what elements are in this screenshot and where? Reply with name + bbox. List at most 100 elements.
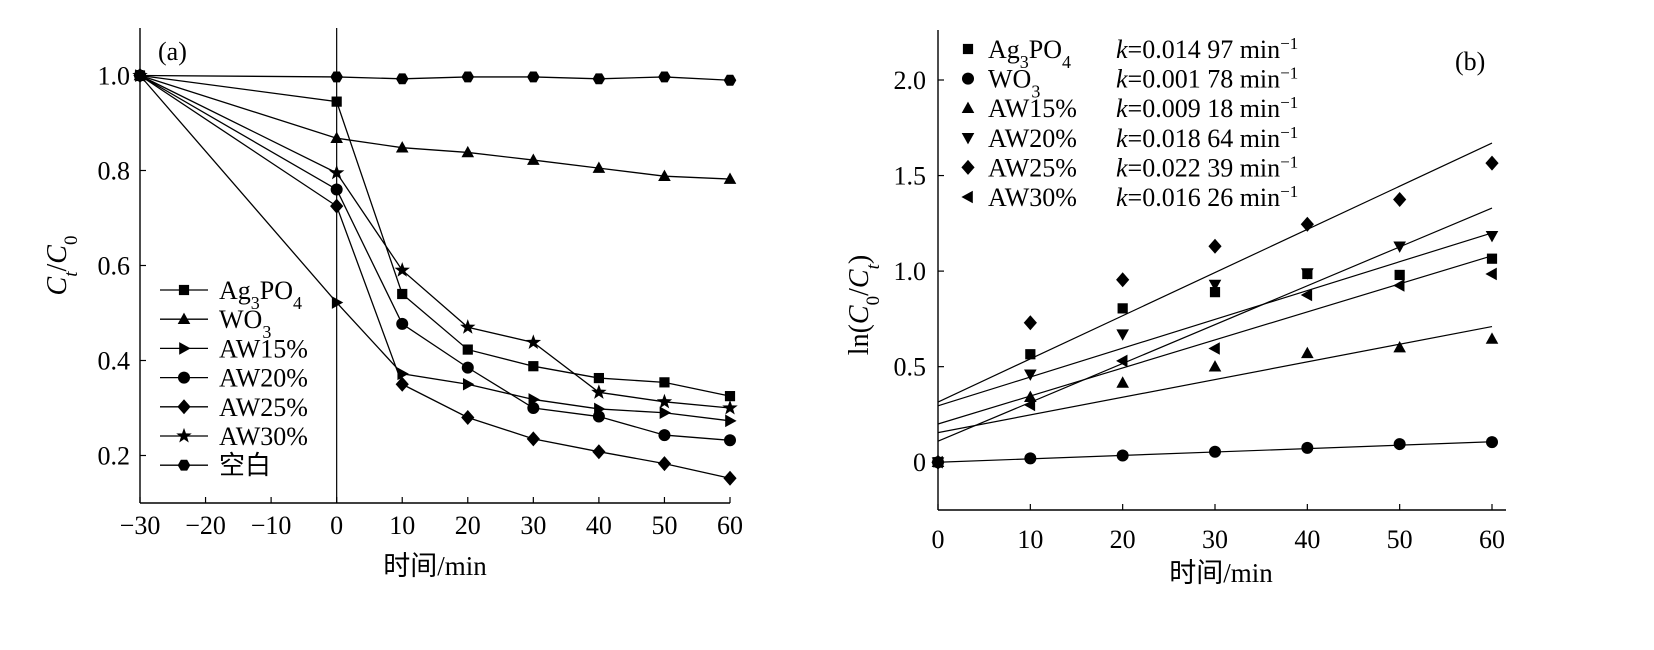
legend-label-text: AW20% <box>988 124 1077 153</box>
legend-entry: WO3 <box>160 305 271 342</box>
legend-label: 空白 <box>219 451 271 480</box>
y-axis-title-c: C <box>42 245 73 264</box>
data-point <box>527 153 540 165</box>
data-point <box>1301 268 1314 280</box>
data-point <box>527 71 540 83</box>
data-point <box>724 391 736 402</box>
data-point <box>1301 346 1314 359</box>
x-tick-label: 0 <box>330 511 343 540</box>
fit-line <box>937 142 1493 403</box>
data-point <box>723 74 737 86</box>
data-point <box>1485 230 1499 243</box>
x-tick-label: 60 <box>717 511 743 540</box>
legend-entry: AW25% k=0.022 39 min−1 <box>961 152 1298 182</box>
x-tick-label: 50 <box>1387 525 1413 554</box>
data-point <box>592 410 605 423</box>
data-point <box>331 296 344 309</box>
rate-constant-label: k=0.001 78 min−1 <box>1116 63 1298 94</box>
legend-label-text: WO <box>219 305 262 334</box>
data-point <box>1486 253 1498 264</box>
legend-marker <box>961 101 975 113</box>
data-point <box>395 73 409 85</box>
y-axis-title-c: C <box>42 276 73 295</box>
x-tick-label: 40 <box>1294 525 1320 554</box>
data-point <box>462 344 473 355</box>
x-tick-label: 50 <box>651 511 677 540</box>
data-point <box>395 141 409 153</box>
data-point <box>1486 436 1498 449</box>
data-point <box>462 377 475 391</box>
y-tick-label: 2.0 <box>894 66 927 95</box>
x-tick-label: 20 <box>1110 525 1136 554</box>
data-point <box>1300 216 1314 232</box>
legend-marker <box>178 284 190 296</box>
x-tick-label: 10 <box>389 511 415 540</box>
y-tick-label: 0.5 <box>894 353 927 382</box>
panel-b-rate-constant-chart: 0 10 20 30 40 50 6000.51.01.52.0(b)时间/minln(C0… <box>844 30 1506 588</box>
legend-label-text: Ag <box>988 35 1020 64</box>
data-point <box>1025 349 1036 360</box>
legend-label-text: PO <box>260 276 293 305</box>
rate-constant-value: =0.018 64 min <box>1128 124 1281 153</box>
data-point <box>461 145 475 158</box>
series-空白 <box>133 70 737 86</box>
legend-label-sub: 3 <box>262 322 271 342</box>
legend-label-text: AW30% <box>988 183 1077 212</box>
legend-label-text: AW25% <box>988 153 1077 182</box>
data-point <box>133 70 147 81</box>
series-WO3 <box>133 68 737 184</box>
data-point <box>330 131 343 143</box>
legend-entry: WO3 k=0.001 78 min−1 <box>962 63 1298 102</box>
rate-constant-value: =0.009 18 min <box>1128 94 1281 123</box>
legend-entry: AW20% k=0.018 64 min−1 <box>961 122 1298 153</box>
legend-marker <box>961 190 973 204</box>
y-tick-label: 0 <box>913 448 926 477</box>
y-axis-title-sub: 0 <box>863 296 884 306</box>
data-point <box>657 456 672 472</box>
rate-constant-value: =0.022 39 min <box>1128 153 1281 182</box>
legend-label: AW30% <box>219 422 308 451</box>
data-point <box>396 317 409 330</box>
legend-entry: AW30% <box>160 422 308 451</box>
data-point <box>1208 360 1222 372</box>
rate-constant-unit-exp: −1 <box>1280 93 1298 112</box>
y-tick-label: 0.6 <box>98 252 131 281</box>
data-point <box>1116 354 1128 368</box>
legend-label: AW15% <box>219 334 308 363</box>
data-point <box>658 169 671 181</box>
data-point <box>1117 303 1128 314</box>
y-axis-title-ln: ln( <box>844 324 875 355</box>
data-point <box>525 334 542 350</box>
data-point <box>723 470 737 486</box>
legend-marker <box>176 427 192 443</box>
data-point <box>1208 238 1222 254</box>
data-point <box>658 71 671 83</box>
x-tick-label: 20 <box>455 511 481 540</box>
x-axis-title: 时间/min <box>1169 558 1273 588</box>
series-AW20% <box>134 69 736 447</box>
data-point <box>591 384 607 399</box>
x-tick-label: 30 <box>1202 525 1228 554</box>
data-point <box>656 393 673 409</box>
data-point <box>1208 279 1222 292</box>
legend-label-sub: 3 <box>251 293 260 313</box>
series-line <box>139 74 731 409</box>
rate-constant-value: =0.014 97 min <box>1128 35 1281 64</box>
data-point <box>1394 269 1405 281</box>
y-tick-label: 1.0 <box>98 62 131 91</box>
x-tick-label: 30 <box>520 511 546 540</box>
rate-constant-value: =0.001 78 min <box>1128 65 1281 94</box>
legend-entry: Ag3PO4 k=0.014 97 min−1 <box>962 34 1298 72</box>
legend-label-text: Ag <box>219 276 251 305</box>
data-point <box>1116 329 1129 341</box>
y-axis-title-c: C <box>844 269 875 288</box>
data-point <box>331 96 342 107</box>
y-axis-title-sub: 0 <box>61 236 82 246</box>
legend-label-sub: 4 <box>1062 52 1071 72</box>
series-line <box>139 74 731 397</box>
data-point <box>330 183 343 196</box>
data-point <box>1116 376 1129 388</box>
series-AW20% <box>931 230 1499 469</box>
y-tick-label: 1.5 <box>894 162 927 191</box>
